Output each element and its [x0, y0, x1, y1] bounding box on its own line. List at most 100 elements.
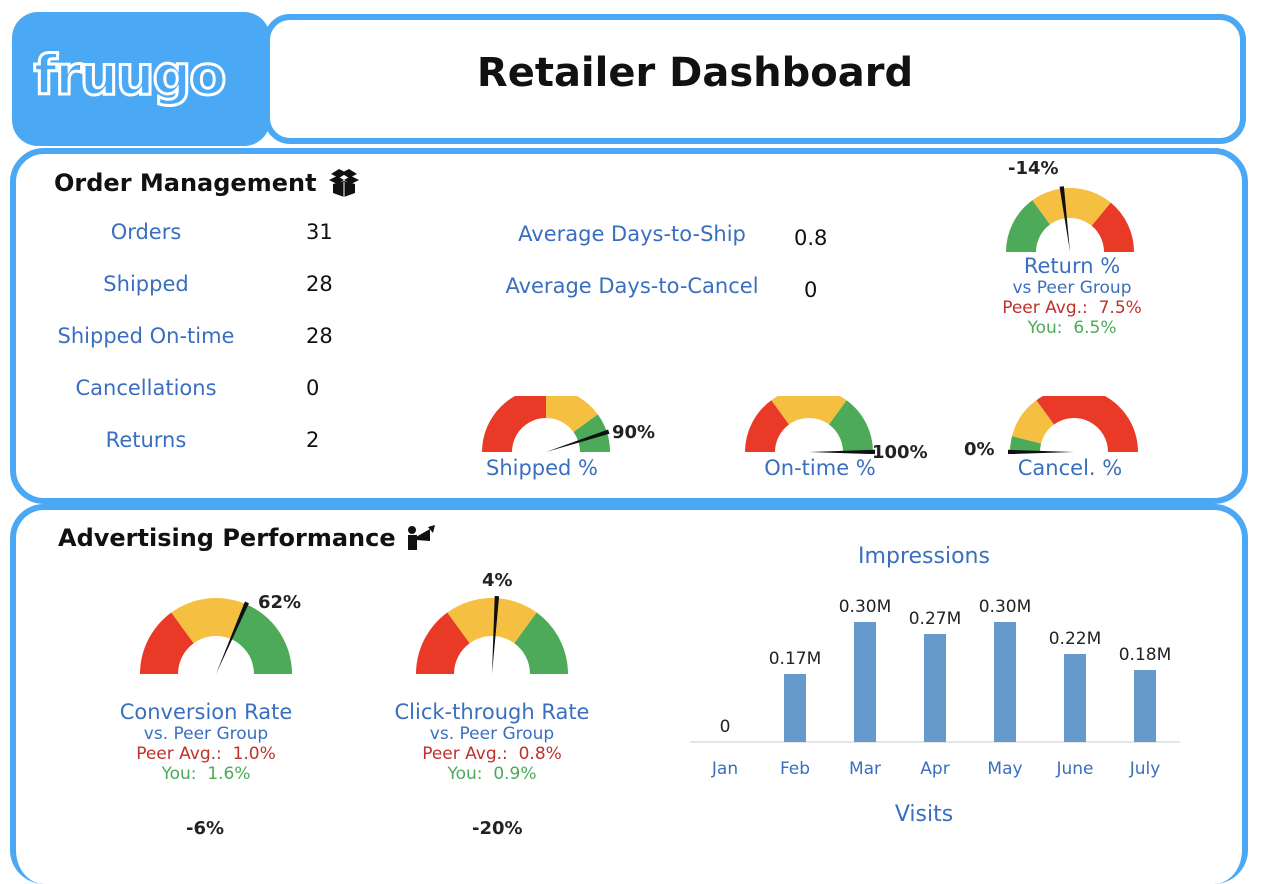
average-label: Average Days-to-Ship	[518, 222, 746, 246]
bar-June	[1064, 654, 1086, 742]
fruugo-logo[interactable]: fruugo	[32, 42, 228, 108]
order-management-heading: Order Management	[54, 168, 361, 198]
gauge-title: Cancel. %	[1017, 456, 1123, 480]
you-value: 0.9%	[493, 764, 537, 784]
bar-May	[994, 622, 1016, 742]
gauge-0-zone-red	[482, 396, 546, 452]
ad-gauge-0	[140, 598, 292, 674]
ad-gauge-0-zone-red	[140, 612, 194, 674]
metric-label: Orders	[110, 220, 182, 244]
gauge-1-zone-green	[828, 400, 873, 452]
gauge-0-zone-yellow	[546, 396, 598, 433]
gauge-1	[745, 396, 875, 454]
you-value: 6.5%	[1073, 318, 1117, 338]
metric-value: 31	[306, 220, 333, 244]
gauge-1-zone-red	[745, 400, 790, 452]
ad-gauge-1-zone-green	[514, 612, 568, 674]
ad-gauge-1	[416, 596, 568, 674]
bar-data-label: 0.30M	[839, 597, 892, 617]
page-title: Retailer Dashboard	[476, 50, 914, 96]
gauge-subtitle: vs. Peer Group	[429, 724, 555, 744]
gauge-1-needle	[809, 449, 875, 454]
peer-avg-label: Peer Avg.:	[1002, 298, 1088, 318]
ad-gauge-1-needle	[492, 596, 500, 674]
return-gauge-zone-red	[1091, 202, 1134, 252]
gauge-title: Conversion Rate	[119, 700, 293, 724]
bar-data-label: 0.17M	[769, 649, 822, 669]
metric-label: Shipped	[103, 272, 189, 296]
peer-avg-label: Peer Avg.:	[422, 744, 508, 764]
gauge-2-zone-red	[1036, 396, 1138, 452]
return-gauge-subtitle: vs Peer Group	[1012, 278, 1132, 298]
bar-July	[1134, 670, 1156, 742]
order-management-section: Order Management Orders 31 Shipped 28 Shippe…	[10, 148, 1248, 504]
gauge-0-zone-green	[573, 414, 610, 452]
bar-data-label: 0.27M	[909, 609, 962, 629]
section-title: Advertising Performance	[58, 524, 396, 552]
x-tick-label: Apr	[920, 759, 949, 779]
visits-title: Visits	[894, 802, 954, 827]
section-title: Order Management	[54, 169, 317, 197]
metric-value: 28	[306, 324, 333, 348]
you-label: You:	[161, 764, 197, 784]
peer-avg: Peer Avg.: 0.8%	[395, 744, 590, 764]
advertising-section: Advertising Performance 62% Conversion Ra…	[10, 504, 1248, 884]
gauge-subtitle: vs. Peer Group	[143, 724, 269, 744]
return-gauge-caption: Return % vs Peer Group Peer Avg.: 7.5% Y…	[1002, 254, 1142, 338]
ad-gauge-0-zone-green	[229, 603, 292, 674]
gauge-caption: Conversion Rate vs. Peer Group Peer Avg.: …	[120, 700, 293, 784]
gauge-2-needle	[1008, 449, 1074, 454]
gauge-0	[482, 396, 610, 452]
bar-data-label: 0.22M	[1049, 629, 1102, 649]
metric-label: Returns	[105, 428, 187, 452]
gauge-caption: Click-through Rate vs. Peer Group Peer Avg…	[395, 700, 590, 784]
ad-gauge-0-zone-yellow	[171, 598, 244, 644]
bar-data-label: 0.30M	[979, 597, 1032, 617]
gauge-value-label: 0%	[964, 439, 995, 460]
metric-value: 28	[306, 272, 333, 296]
return-gauge-zone-yellow	[1032, 188, 1111, 226]
gauge-value-label: 62%	[258, 592, 302, 613]
gauge-value-label: 100%	[872, 442, 928, 463]
bar-data-label: 0	[720, 717, 731, 737]
ad-gauge-1-zone-red	[416, 612, 470, 674]
x-tick-label: Jan	[711, 759, 738, 779]
peer-avg-value: 0.8%	[518, 744, 562, 764]
gauge-2	[1008, 396, 1138, 454]
x-tick-label: July	[1129, 759, 1161, 779]
chart-title: Impressions	[858, 544, 990, 569]
bar-Mar	[854, 622, 876, 742]
you-label: You:	[1027, 318, 1063, 338]
return-you: You: 6.5%	[1002, 318, 1142, 338]
peer-avg-value: 1.0%	[232, 744, 276, 764]
gauge-value-label: 4%	[482, 570, 513, 591]
gauge-2-zone-green	[1010, 436, 1042, 452]
return-gauge-title: Return %	[1023, 254, 1121, 278]
gauge-1-zone-yellow	[771, 396, 847, 425]
return-delta-label: -14%	[1008, 158, 1059, 179]
gauge-2-zone-yellow	[1012, 400, 1055, 444]
return-gauge-needle	[1059, 186, 1070, 252]
gauge-title: Click-through Rate	[394, 700, 590, 724]
average-value: 0	[804, 278, 818, 302]
gauge-value-label: 90%	[612, 422, 656, 443]
gauge-bottom-label: -6%	[186, 818, 225, 839]
metric-label: Cancellations	[75, 376, 217, 400]
you: You: 1.6%	[120, 764, 293, 784]
gauge-0-needle	[546, 429, 610, 452]
average-label: Average Days-to-Cancel	[505, 274, 759, 298]
x-tick-label: May	[987, 759, 1022, 779]
impressions-chart: 0 Jan 0.17M Feb 0.30M Mar 0.27M Apr 0.30M May 0.22…	[690, 597, 1180, 779]
you-label: You:	[447, 764, 483, 784]
x-tick-label: Mar	[849, 759, 881, 779]
x-tick-label: Feb	[780, 759, 810, 779]
gauge-bottom-label: -20%	[472, 818, 523, 839]
gauge-title: On-time %	[764, 456, 876, 480]
you-value: 1.6%	[207, 764, 251, 784]
metric-value: 2	[306, 428, 320, 452]
return-peer-avg: Peer Avg.: 7.5%	[1002, 298, 1142, 318]
advertising-heading: Advertising Performance	[58, 524, 436, 552]
peer-avg: Peer Avg.: 1.0%	[120, 744, 293, 764]
ad-gauge-1-zone-yellow	[447, 598, 537, 644]
return-gauge-zone-green	[1006, 200, 1051, 252]
